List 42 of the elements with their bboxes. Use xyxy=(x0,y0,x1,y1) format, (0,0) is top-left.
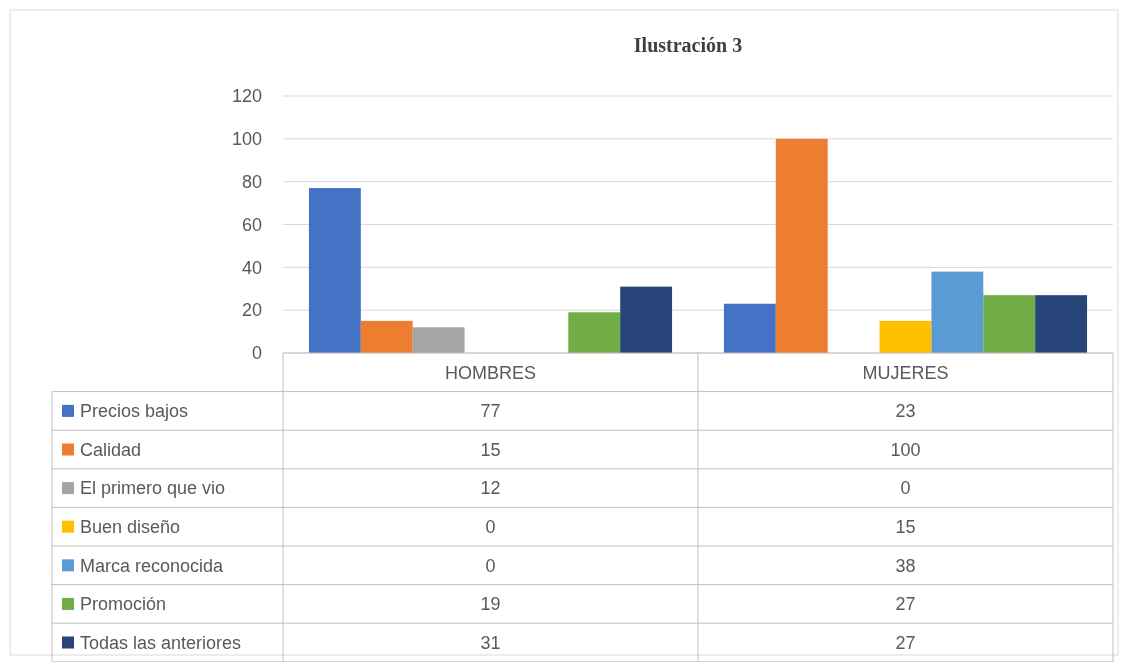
bar xyxy=(308,188,361,353)
legend-label: Promoción xyxy=(80,594,167,615)
bar xyxy=(931,271,984,353)
bar xyxy=(1035,295,1088,353)
y-tick-label: 40 xyxy=(241,257,262,278)
bar xyxy=(723,303,776,353)
y-tick-label: 20 xyxy=(241,300,262,321)
data-label: 15 xyxy=(895,517,916,537)
legend-label: Marca reconocida xyxy=(80,555,225,576)
x-tick-label: MUJERES xyxy=(862,362,949,383)
bar xyxy=(568,312,621,353)
data-label: 31 xyxy=(480,632,501,653)
data-label: 27 xyxy=(895,632,916,653)
data-label: 23 xyxy=(895,401,916,422)
data-label: 12 xyxy=(480,478,501,499)
legend-label: El primero que vio xyxy=(80,478,226,499)
data-label: 19 xyxy=(480,594,501,615)
legend-label: Todas las anteriores xyxy=(80,632,242,653)
data-label: 27 xyxy=(895,594,916,615)
legend-label: Precios bajos xyxy=(80,401,189,422)
data-label: 15 xyxy=(480,439,501,460)
bar xyxy=(620,286,673,353)
bar xyxy=(775,138,828,353)
y-tick-label: 80 xyxy=(241,171,262,192)
data-label: 100 xyxy=(890,439,921,460)
bar xyxy=(983,295,1036,353)
bar xyxy=(412,327,465,353)
data-label: 38 xyxy=(895,555,916,576)
legend-label: Buen diseño xyxy=(80,517,181,537)
y-tick-label: 100 xyxy=(231,129,262,150)
bar xyxy=(360,320,413,353)
data-label: 0 xyxy=(900,478,911,499)
y-tick-label: 120 xyxy=(231,86,262,107)
data-label: 0 xyxy=(485,555,496,576)
chart-title: Ilustración 3 xyxy=(633,34,743,56)
y-tick-label: 0 xyxy=(251,343,262,364)
data-label: 0 xyxy=(485,517,496,537)
data-label: 77 xyxy=(480,401,501,422)
bar xyxy=(879,320,932,353)
x-tick-label: HOMBRES xyxy=(444,362,537,383)
y-tick-label: 60 xyxy=(241,214,262,235)
legend-label: Calidad xyxy=(80,439,142,460)
